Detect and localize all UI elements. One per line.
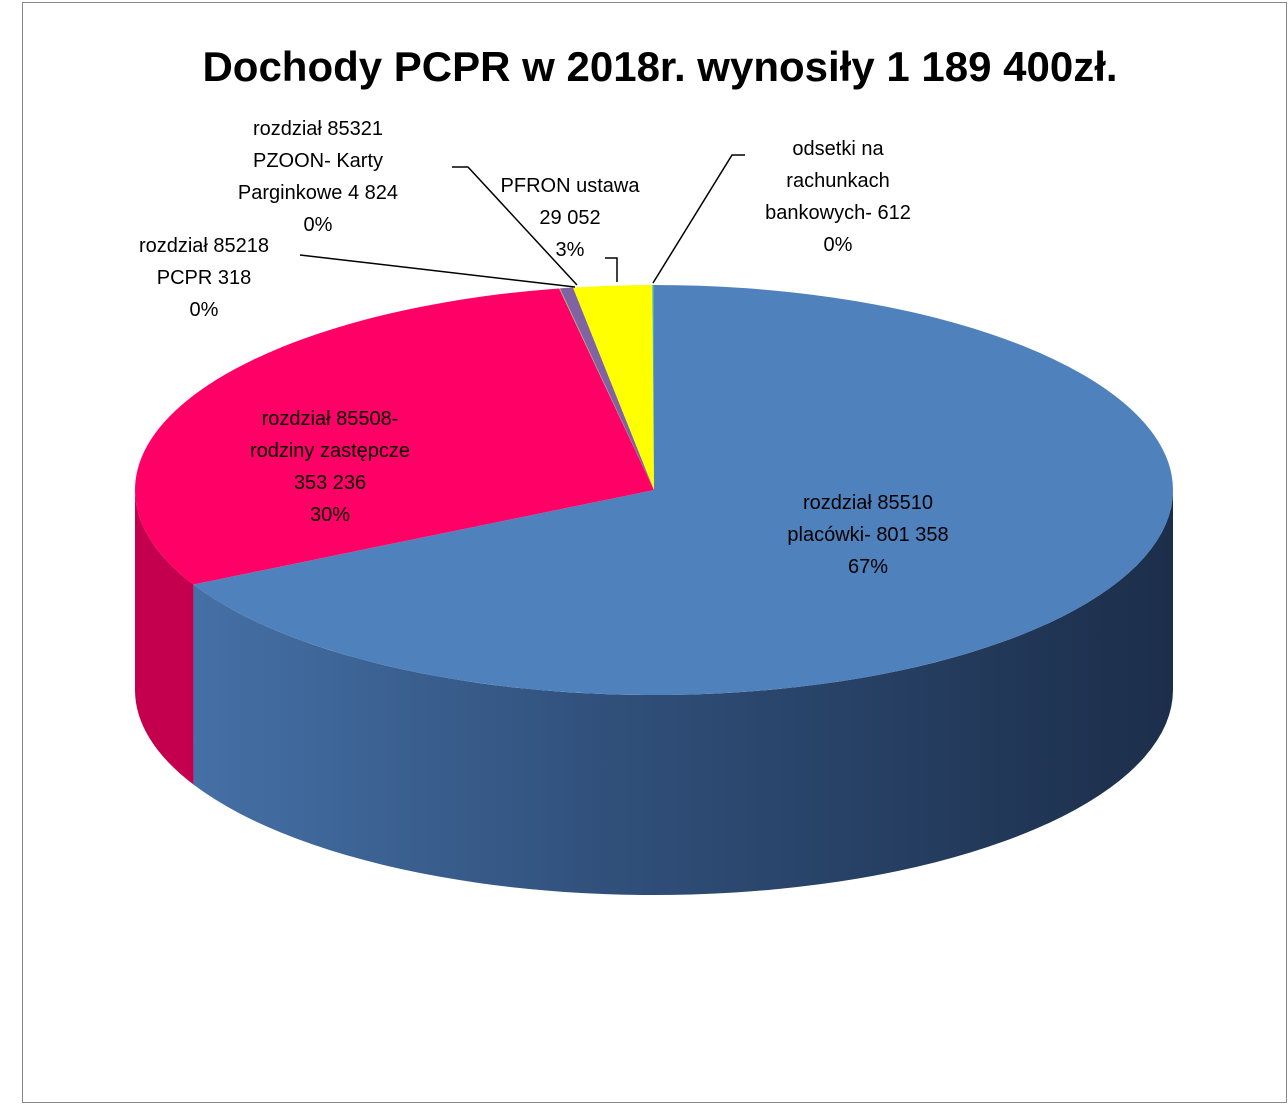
slice-label: PFRON ustawa 29 052 3% <box>498 170 643 266</box>
slice-label: rozdział 85218 PCPR 318 0% <box>129 230 279 326</box>
percent-label: 0% <box>189 299 219 321</box>
value-label: 29 052 <box>539 207 601 229</box>
slice <box>135 288 654 585</box>
value-label: 801 358 <box>876 524 949 546</box>
slice-label: odsetki na rachunkach bankowych- 612 0% <box>756 133 921 261</box>
leader-line <box>652 154 745 284</box>
value-label: 353 236 <box>293 472 367 494</box>
pie-tops <box>135 285 1173 695</box>
category: odsetki na rachunkach bankowych- <box>765 138 890 224</box>
value-label: 4 824 <box>348 182 399 204</box>
percent-label: 0% <box>823 234 853 256</box>
percent-label: 3% <box>555 239 585 261</box>
chart-title: Dochody PCPR w 2018r. wynosiły 1 189 400… <box>202 43 1117 90</box>
slice <box>652 285 654 490</box>
pie-sides <box>135 490 1173 896</box>
slice-label: rozdział 85508- rodziny zastępcze 353 23… <box>235 403 425 531</box>
slice-label: rozdział 85510 placówki- 801 358 67% <box>768 487 968 583</box>
category: rozdział 85321 PZOON- Karty Parginkowe <box>237 118 384 204</box>
slice-side <box>193 490 1173 896</box>
category: rozdział 85218 PCPR <box>138 235 270 289</box>
category: PFRON ustawa <box>500 175 640 197</box>
leader-line <box>605 257 618 282</box>
slice-side <box>135 490 194 785</box>
percent-label: 30% <box>309 504 351 526</box>
leader-lines <box>299 154 745 288</box>
leader-line <box>452 166 578 286</box>
category: rozdział 85510 placówki- <box>787 492 934 546</box>
slice <box>193 285 1173 695</box>
leader-line <box>299 254 576 288</box>
slice-label: rozdział 85321 PZOON- Karty Parginkowe 4… <box>228 113 408 241</box>
percent-label: 67% <box>847 556 889 578</box>
value-label: 612 <box>877 202 911 224</box>
slice <box>573 285 654 490</box>
percent-label: 0% <box>303 214 333 236</box>
slice <box>559 287 654 490</box>
slice <box>559 288 654 490</box>
value-label: 318 <box>217 267 252 289</box>
category: rozdział 85508- rodziny zastępcze <box>249 408 411 462</box>
